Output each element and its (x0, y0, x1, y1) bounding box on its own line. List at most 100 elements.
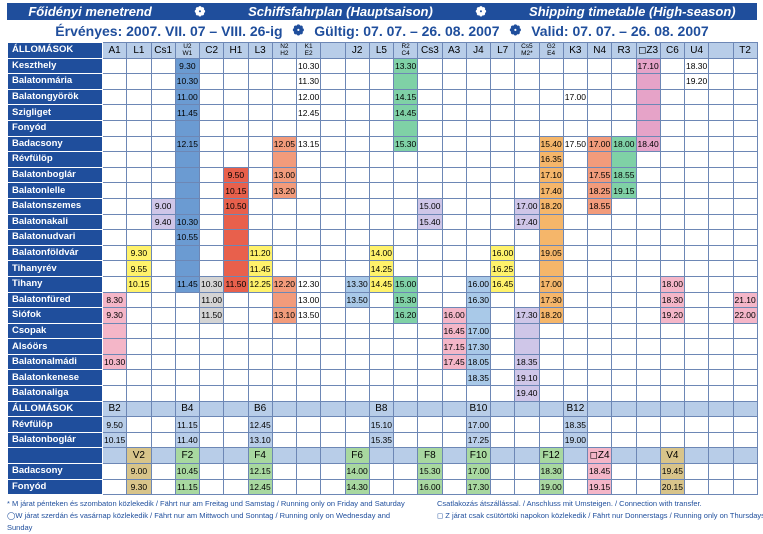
time-cell (417, 135, 443, 153)
station-row: Keszthely 9.30 10.30 13.30 17.10 18.30 (7, 57, 758, 75)
column-header: L3 (247, 42, 273, 59)
station: Balatonszemes (7, 197, 103, 215)
time-cell: 15.40 (538, 135, 564, 153)
time-cell (126, 88, 152, 106)
time-cell (344, 431, 370, 449)
time-cell (223, 260, 249, 277)
time-cell: 11.40 (174, 431, 201, 449)
time-cell (465, 385, 492, 402)
time-cell: 10.45 (174, 463, 201, 480)
column-header: L5 (368, 42, 395, 59)
time-cell (101, 275, 128, 293)
time-cell (635, 244, 661, 262)
time-cell (562, 73, 589, 90)
time-cell (368, 463, 395, 480)
time-cell (562, 369, 589, 387)
time-cell (441, 478, 467, 496)
station-row: Balatonszemes 9.00 10.50 15.00 17.00 18.20 18.… (7, 197, 758, 215)
time-cell (586, 104, 613, 121)
validity-text: Érvényes: 2007. VII. 07 – VIII. 26-ig (55, 22, 283, 39)
time-cell (198, 463, 225, 480)
station-row: Balatonboglár 10.15 11.40 13.10 15.35 17.25 19… (7, 431, 758, 449)
time-cell: 17.00 (465, 463, 492, 480)
time-cell (659, 151, 686, 168)
column-header (198, 447, 225, 465)
time-cell (223, 244, 249, 262)
time-cell (344, 88, 370, 106)
time-cell (683, 229, 710, 246)
time-cell: 12.45 (295, 104, 322, 121)
time-cell (174, 353, 201, 371)
time-cell (441, 104, 467, 121)
time-cell (295, 213, 322, 231)
time-cell (392, 166, 419, 184)
time-cell (514, 275, 540, 293)
station-row: Balatonlelle 10.15 13.20 17.40 18.25 19.15 (7, 182, 758, 199)
time-cell (320, 182, 346, 199)
time-cell (320, 338, 346, 355)
time-cell (659, 104, 686, 121)
time-cell (489, 88, 516, 106)
time-cell: 17.50 (562, 135, 589, 153)
time-cell (271, 260, 298, 277)
time-cell (611, 57, 637, 75)
time-cell (320, 260, 346, 277)
time-cell: 19.05 (538, 244, 564, 262)
station: Balatonkenese (7, 369, 103, 387)
time-cell (101, 260, 128, 277)
station: Balatonakali (7, 213, 103, 231)
time-cell (247, 307, 273, 324)
time-cell (683, 353, 710, 371)
time-cell: 17.15 (441, 338, 467, 355)
time-cell (247, 369, 273, 387)
time-cell (659, 353, 686, 371)
time-cell (562, 104, 589, 121)
time-cell (320, 104, 346, 121)
column-header (150, 400, 176, 418)
time-cell (247, 182, 273, 199)
column-header: Cs1 (150, 42, 176, 59)
time-cell (441, 260, 467, 277)
time-cell (683, 463, 710, 480)
time-cell (514, 229, 540, 246)
time-cell (150, 244, 176, 262)
time-cell (150, 416, 176, 433)
time-cell (126, 338, 152, 355)
time-cell (320, 166, 346, 184)
time-cell (514, 151, 540, 168)
time-cell (683, 275, 710, 293)
time-cell: 12.05 (271, 135, 298, 153)
time-cell (198, 478, 225, 496)
time-cell (732, 197, 758, 215)
time-cell (514, 88, 540, 106)
station-row: Tihany 10.15 11.45 10.30 11.50 12.25 12.20 12.3… (7, 275, 758, 293)
time-cell (538, 213, 564, 231)
time-cell: 19.45 (659, 463, 686, 480)
time-cell (368, 57, 395, 75)
time-cell: 14.30 (344, 478, 370, 496)
footnote: ◯W járat szerdán és vasárnap közlekedik … (7, 511, 391, 532)
time-cell (708, 135, 734, 153)
time-cell: 10.15 (126, 275, 152, 293)
time-cell (392, 385, 419, 402)
time-cell (562, 197, 589, 215)
column-header (417, 400, 443, 418)
time-cell (659, 119, 686, 137)
time-cell (368, 182, 395, 199)
column-header: A1 (101, 42, 128, 59)
station-row: Révfülöp 9.50 11.15 12.45 15.10 17.00 18.35 (7, 416, 758, 433)
time-cell: 17.40 (514, 213, 540, 231)
time-cell (683, 431, 710, 449)
time-cell (174, 197, 201, 215)
time-cell (223, 307, 249, 324)
column-header (732, 447, 758, 465)
time-cell (611, 291, 637, 309)
time-cell (562, 275, 589, 293)
time-cell (683, 385, 710, 402)
time-cell (198, 88, 225, 106)
time-cell (344, 369, 370, 387)
time-cell: 13.30 (344, 275, 370, 293)
header-row: ÁLLOMÁSOK A1 L1 Cs1 U2 W1 C2 H1 L3 N2 H2 K1 E2 J2 L… (7, 42, 758, 59)
time-cell (417, 307, 443, 324)
column-header (683, 400, 710, 418)
